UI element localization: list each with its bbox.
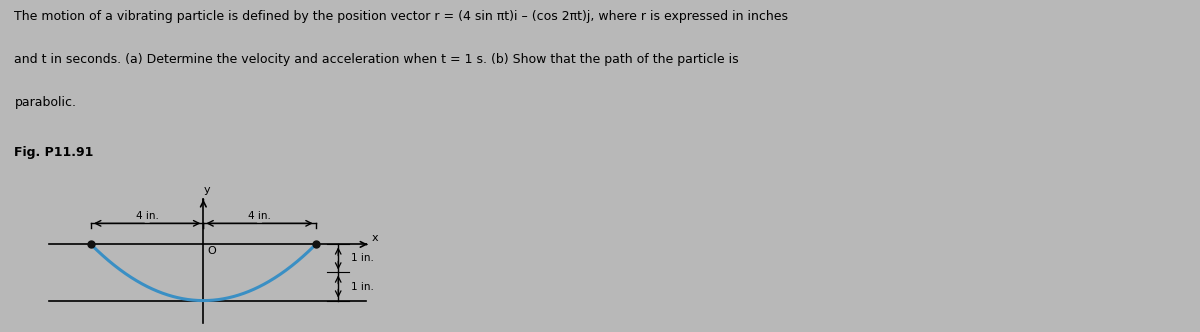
- Text: 4 in.: 4 in.: [248, 211, 271, 221]
- Text: 4 in.: 4 in.: [136, 211, 158, 221]
- Text: x: x: [372, 233, 378, 243]
- Text: The motion of a vibrating particle is defined by the position vector r = (4 sin : The motion of a vibrating particle is de…: [14, 10, 788, 23]
- Text: O: O: [208, 246, 216, 256]
- Text: and t in seconds. (a) Determine the velocity and acceleration when t = 1 s. (b) : and t in seconds. (a) Determine the velo…: [14, 53, 739, 66]
- Text: y: y: [204, 185, 210, 195]
- Text: Fig. P11.91: Fig. P11.91: [14, 146, 94, 159]
- Text: 1 in.: 1 in.: [350, 253, 373, 264]
- Text: 1 in.: 1 in.: [350, 282, 373, 291]
- Text: parabolic.: parabolic.: [14, 96, 77, 109]
